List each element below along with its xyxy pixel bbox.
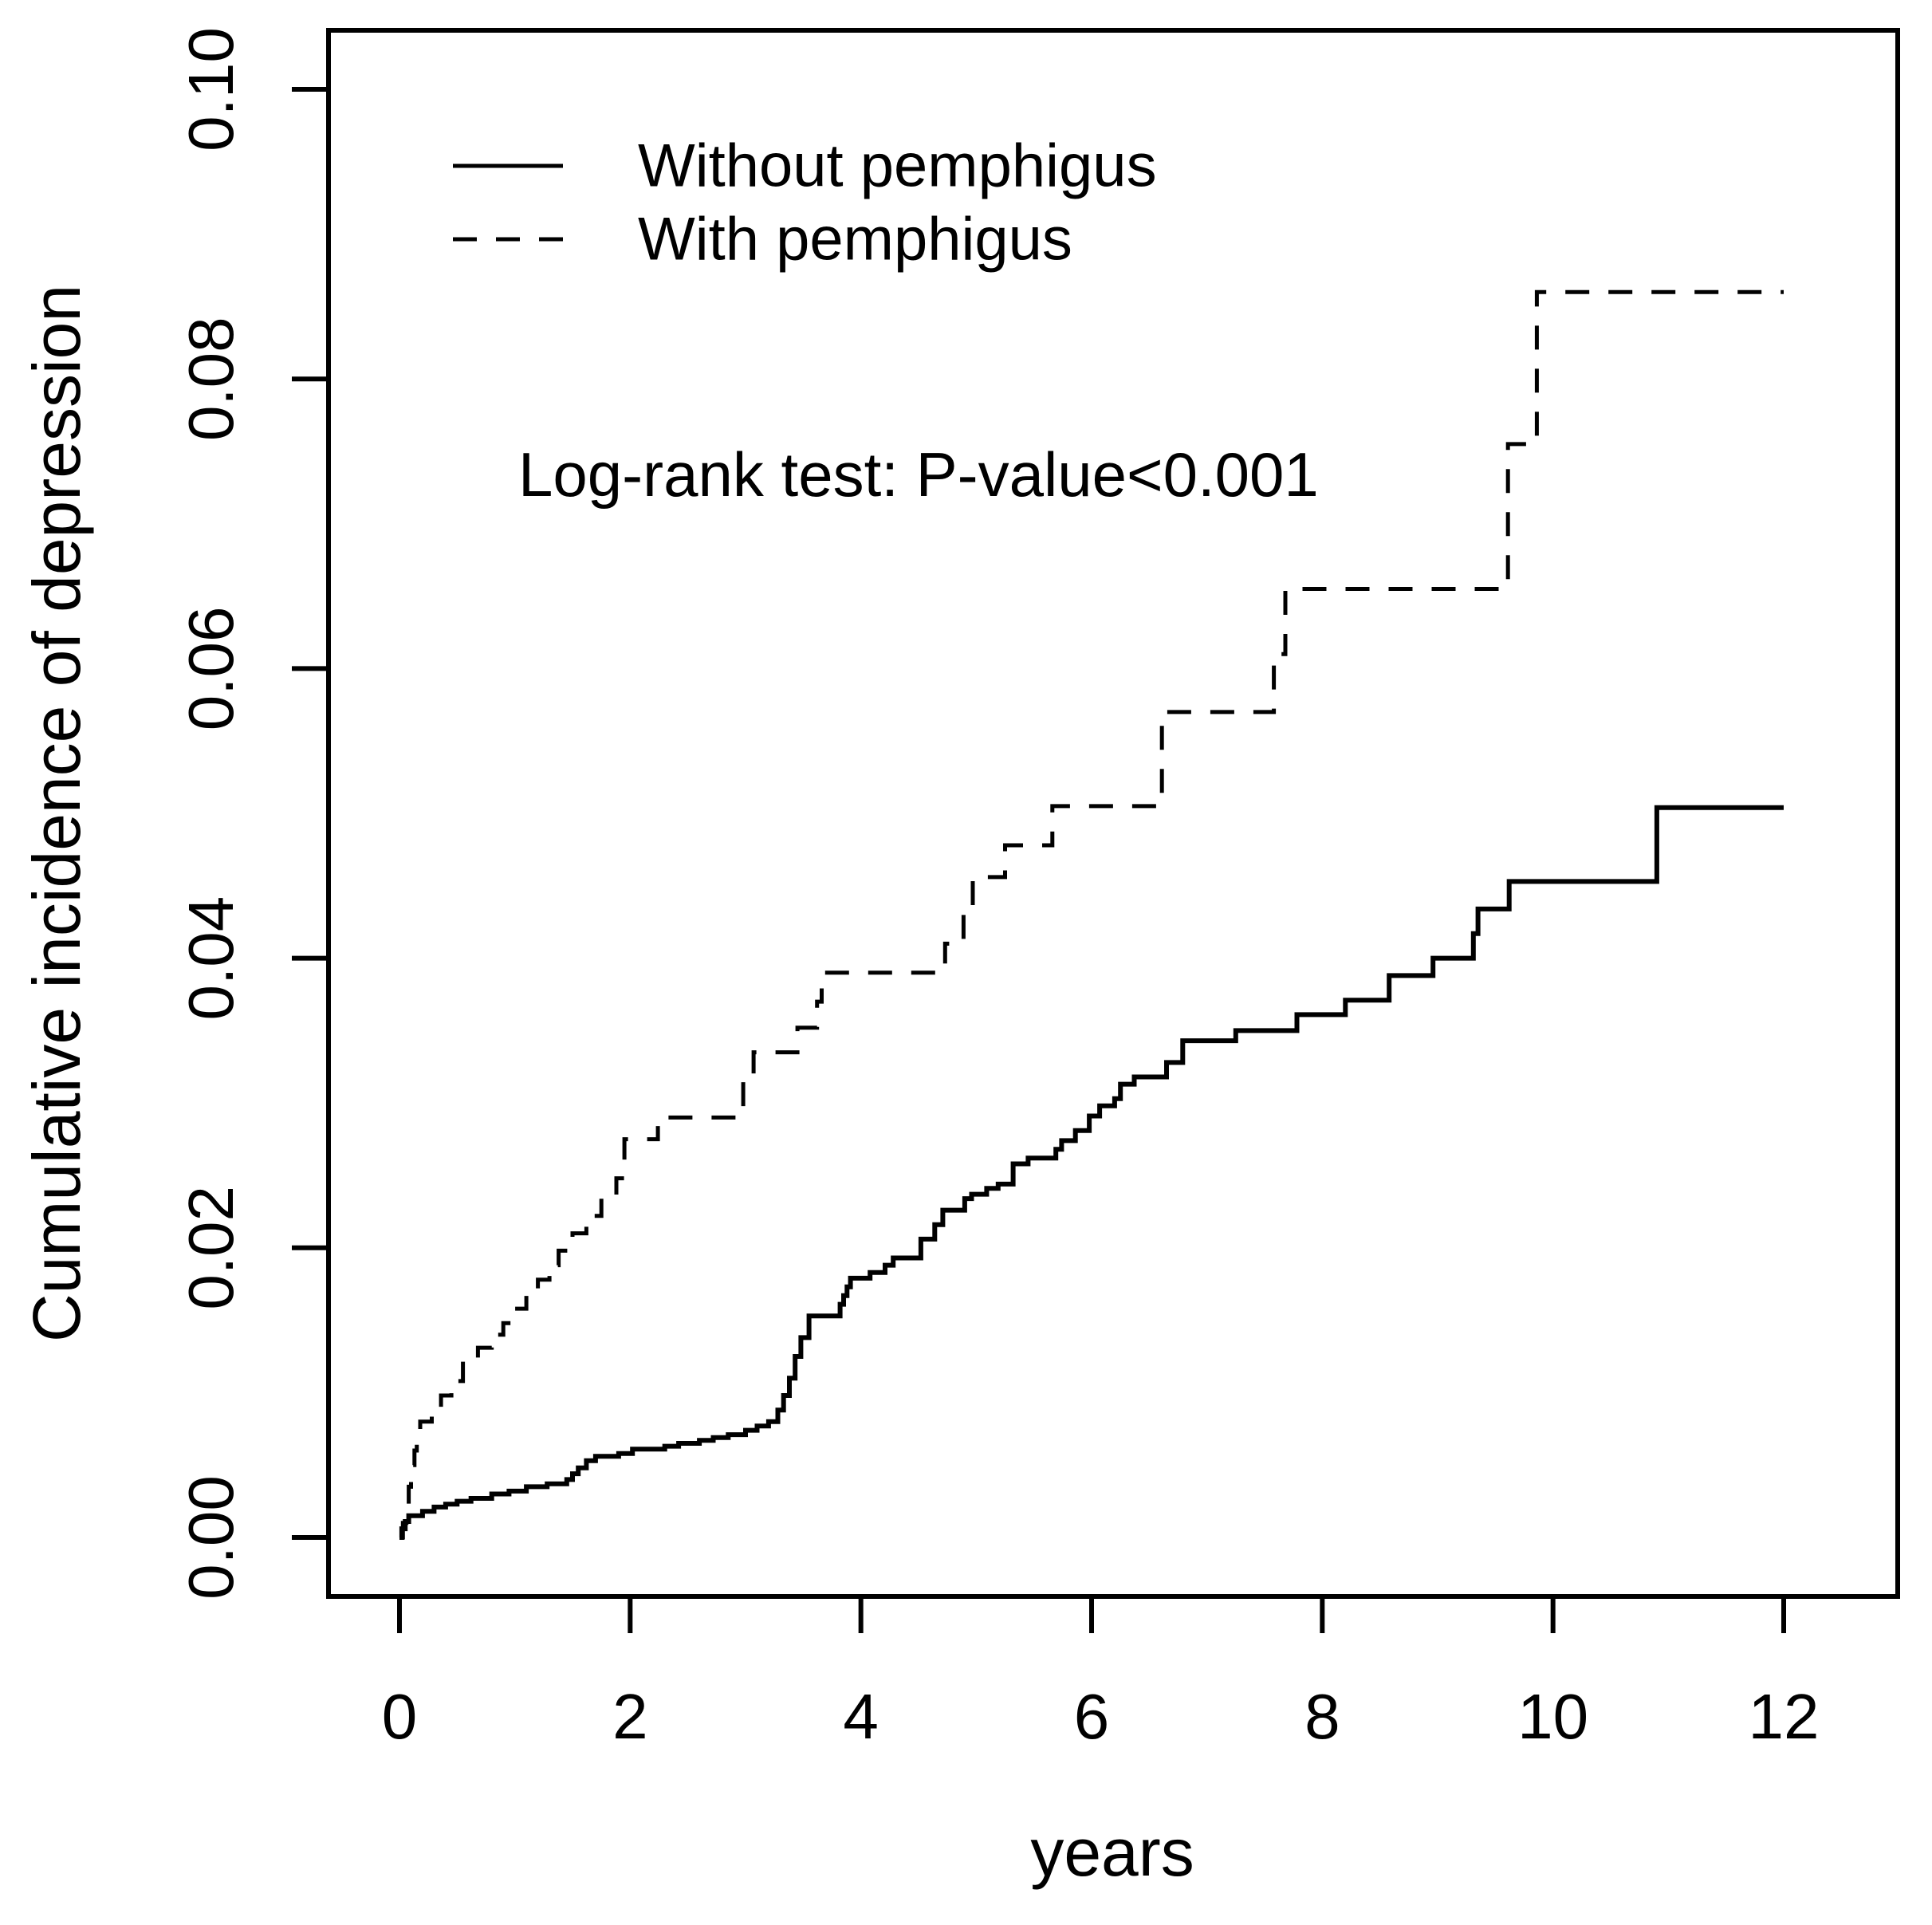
x-tick-label: 0 bbox=[382, 1681, 418, 1752]
x-axis-title: years bbox=[1030, 1815, 1194, 1890]
x-tick-label: 8 bbox=[1304, 1681, 1340, 1752]
y-tick-label: 0.06 bbox=[175, 607, 246, 731]
x-tick-label: 12 bbox=[1749, 1681, 1820, 1752]
series-line-with-pemphigus bbox=[399, 289, 1784, 1540]
series-line-without-pemphigus bbox=[399, 805, 1784, 1540]
y-tick-label: 0.04 bbox=[175, 896, 246, 1021]
plot-box bbox=[326, 28, 1900, 1599]
y-tick-label: 0.08 bbox=[175, 317, 246, 441]
x-tick-label: 6 bbox=[1074, 1681, 1110, 1752]
y-tick-label: 0.00 bbox=[175, 1475, 246, 1600]
y-tick-label: 0.10 bbox=[175, 27, 246, 152]
y-axis-title: Cumulative incidence of depression bbox=[19, 285, 94, 1342]
legend-label: With pemphigus bbox=[638, 206, 1072, 274]
y-tick-label: 0.02 bbox=[175, 1186, 246, 1310]
legend-label: Without pemphigus bbox=[638, 132, 1157, 200]
logrank-annotation: Log-rank test: P-value<0.001 bbox=[518, 439, 1319, 510]
x-tick-label: 2 bbox=[612, 1681, 648, 1752]
x-tick-label: 4 bbox=[843, 1681, 879, 1752]
x-tick-label: 10 bbox=[1517, 1681, 1588, 1752]
